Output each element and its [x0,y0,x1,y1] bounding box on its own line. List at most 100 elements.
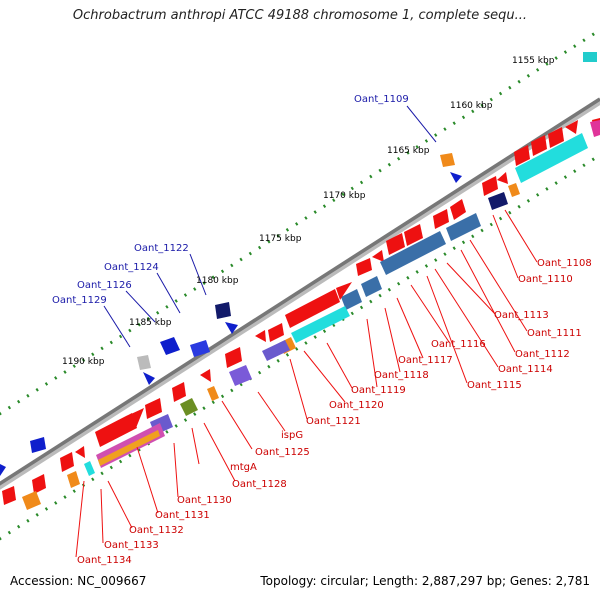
navy-feature[interactable] [488,192,508,210]
teal-feature[interactable] [291,306,350,343]
cds-arrow[interactable] [2,486,16,505]
cds-arrow[interactable] [225,347,242,368]
leader-line [221,400,253,450]
leader-line [136,446,159,514]
leader-line [75,480,85,558]
ruler-label: 1165 kbp [387,146,430,156]
rrna-feature[interactable] [67,471,80,488]
ruler-label: 1180 kbp [196,276,239,286]
cds-arrow[interactable] [145,398,162,419]
gene-label: Oant_1121 [306,416,361,427]
cds-block[interactable] [95,413,137,447]
ruler-dots-inner [0,153,600,541]
ruler-label: 1155 kbp [512,56,555,66]
gene-label: Oant_1110 [518,274,573,285]
cds-arrow[interactable] [32,474,46,494]
trna-arrow[interactable] [225,322,238,334]
cds-arrow[interactable] [433,209,449,229]
teal-feature[interactable] [84,461,95,476]
gene-label: Oant_1114 [498,364,553,375]
leader-line [426,275,468,384]
backbone [0,97,600,486]
ruler-label: 1175 kbp [259,234,302,244]
cds-arrow[interactable] [255,330,266,342]
gene-label: Oant_1116 [431,339,486,350]
gene-label: Oant_1122 [134,243,189,254]
leader-lines-reverse [75,209,538,558]
leader-line [326,342,353,389]
navy-feature[interactable] [215,302,231,319]
forward-strand-features[interactable] [0,52,597,476]
steel-feature[interactable] [380,231,446,275]
leader-line [103,305,131,348]
teal-feature[interactable] [515,133,588,183]
leader-line [173,442,179,498]
grey-feature[interactable] [137,355,151,370]
cds-arrow[interactable] [131,408,144,428]
ruler-label: 1185 kbp [129,318,172,328]
cds-arrow[interactable] [482,176,498,196]
rrna-feature[interactable] [207,386,219,401]
cds-arrow[interactable] [336,282,352,300]
gene-label: Oant_1109 [354,94,409,105]
trna-arrow[interactable] [0,462,6,476]
rrna-feature[interactable] [508,183,520,197]
magenta-feature[interactable] [590,120,600,137]
gene-label: Oant_1115 [467,380,522,391]
cds-arrow[interactable] [548,127,564,148]
rrna-feature[interactable] [440,153,455,167]
cds-arrow[interactable] [356,258,372,276]
steel-feature[interactable] [361,276,382,297]
forward-labels[interactable]: Oant_1109 Oant_1122 Oant_1124 Oant_1126 … [52,94,409,306]
trna-arrow[interactable] [450,172,462,183]
cds-block[interactable] [285,289,340,328]
cds-arrow[interactable] [497,172,508,184]
leader-line [257,391,286,432]
trna-arrow[interactable] [143,372,155,385]
cds-arrow[interactable] [75,446,85,458]
olive-feature[interactable] [180,398,198,416]
trna-feature[interactable] [583,52,597,62]
cds-arrow[interactable] [60,452,74,472]
leader-line [504,209,538,263]
gene-label: Oant_1120 [329,400,384,411]
leader-line [189,253,207,296]
trna-feature[interactable] [30,437,46,453]
ruler-labels: 1155 kbp 1160 kbp 1165 kbp 1170 kbp 1175… [62,56,555,367]
gene-label: Oant_1130 [177,495,232,506]
accession-text: Accession: NC_009667 [10,574,147,588]
ruler-label: 1170 kbp [323,191,366,201]
reverse-labels[interactable]: Oant_1108 Oant_1110 Oant_1111 Oant_1112 … [77,258,592,566]
reverse-strand-features[interactable] [2,118,600,510]
cds-arrow[interactable] [268,323,284,342]
trna-feature[interactable] [160,337,180,355]
cds-arrow[interactable] [450,199,466,220]
leader-line [469,239,528,332]
leader-line [107,480,133,529]
cds-arrow[interactable] [565,120,578,134]
leader-line [156,272,181,314]
cds-arrow[interactable] [386,233,405,255]
violet-feature[interactable] [229,365,252,386]
cds-arrow[interactable] [531,135,547,156]
cds-arrow[interactable] [172,382,186,402]
rrna-feature[interactable] [22,491,41,510]
steel-feature[interactable] [446,213,481,241]
rrna-feature[interactable] [98,430,160,466]
violet-feature[interactable] [262,340,290,361]
gene-label: ispG [281,430,303,441]
gene-label: Oant_1112 [515,349,570,360]
cds-arrow[interactable] [372,250,384,262]
gene-label: Oant_1124 [104,262,159,273]
steel-feature[interactable] [341,289,362,310]
gene-label: Oant_1117 [398,355,453,366]
leader-line [460,249,516,353]
leader-line [396,297,424,359]
cds-arrow[interactable] [514,145,530,166]
ruler-label: 1160 kbp [450,101,493,111]
cds-arrow[interactable] [200,369,211,382]
trna-feature[interactable] [190,340,210,357]
cds-arrow[interactable] [404,224,423,246]
gene-label: Oant_1132 [129,525,184,536]
